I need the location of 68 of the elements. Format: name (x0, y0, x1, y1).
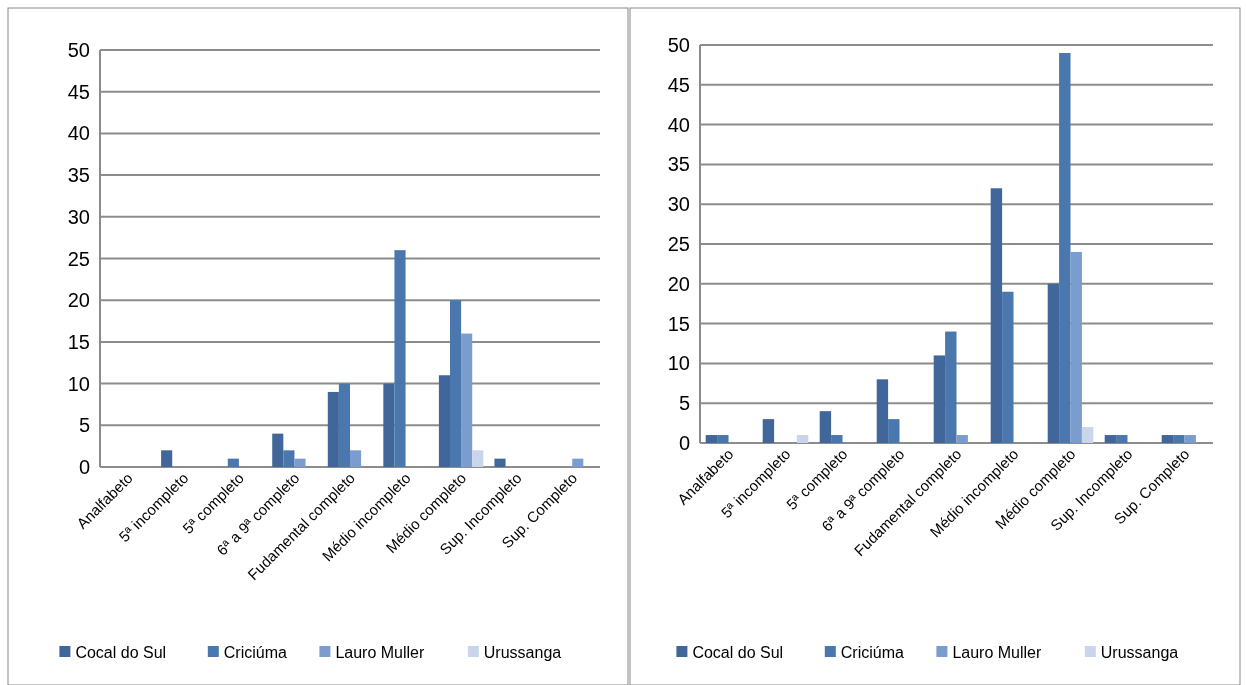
y-tick-label: 0 (678, 432, 690, 454)
bar (819, 411, 832, 443)
bar (1116, 435, 1128, 443)
legend-label: Urussanga (1100, 643, 1179, 661)
y-tick-label: 45 (667, 73, 690, 96)
y-tick-label: 35 (67, 164, 90, 187)
bar (945, 331, 957, 443)
legend-label: Lauro Muller (335, 643, 425, 661)
y-tick-label: 25 (67, 247, 90, 270)
bar (990, 188, 1003, 443)
y-tick-label: 15 (67, 330, 90, 353)
bar (450, 300, 462, 467)
bar (383, 383, 395, 467)
y-tick-label: 10 (67, 372, 90, 395)
y-tick-label: 40 (67, 122, 90, 145)
y-tick-label: 20 (67, 289, 90, 312)
bar (394, 250, 406, 467)
y-tick-label: 40 (667, 113, 690, 136)
bar (1002, 291, 1014, 443)
bar (338, 383, 350, 467)
y-tick-label: 5 (78, 414, 90, 437)
y-tick-label: 45 (67, 80, 90, 103)
y-tick-label: 25 (667, 233, 690, 255)
legend-label: Criciúma (223, 643, 288, 661)
bar (717, 435, 729, 443)
y-tick-label: 50 (67, 39, 90, 61)
y-tick-label: 35 (667, 153, 690, 176)
bar (161, 450, 173, 467)
y-tick-label: 15 (667, 312, 690, 335)
bar (572, 458, 584, 467)
bar (494, 458, 506, 467)
bar (327, 391, 339, 467)
bar (438, 375, 450, 467)
bar (1173, 435, 1185, 443)
bar (294, 458, 306, 467)
y-tick-label: 5 (678, 392, 690, 415)
bar (1104, 435, 1117, 443)
y-tick-label: 50 (667, 34, 690, 56)
y-tick-label: 20 (667, 272, 690, 295)
bar (1059, 52, 1071, 443)
y-tick-label: 30 (667, 193, 690, 216)
legend-label: Criciúma (840, 643, 905, 661)
bar (888, 419, 900, 443)
legend-label: Lauro Muller (952, 643, 1042, 661)
bar (350, 450, 362, 467)
bar (956, 435, 968, 443)
bar (933, 355, 946, 443)
bar (227, 458, 239, 467)
bar (1047, 283, 1060, 443)
bar (272, 433, 284, 467)
bar (283, 450, 295, 467)
bar (876, 379, 889, 443)
bar (1070, 251, 1082, 443)
bar (762, 419, 775, 443)
legend-label: Cocal do Sul (692, 643, 784, 661)
y-tick-label: 10 (667, 352, 690, 375)
bar (831, 435, 843, 443)
bar (472, 450, 484, 467)
legend-label: Urussanga (483, 643, 562, 661)
legend-label: Cocal do Sul (75, 643, 167, 661)
bar (705, 435, 718, 443)
bar (1081, 427, 1094, 443)
y-tick-label: 30 (67, 205, 90, 228)
bar (1184, 435, 1196, 443)
bar (461, 333, 473, 467)
bar (1161, 435, 1174, 443)
y-tick-label: 0 (78, 456, 90, 478)
bar (796, 435, 809, 443)
